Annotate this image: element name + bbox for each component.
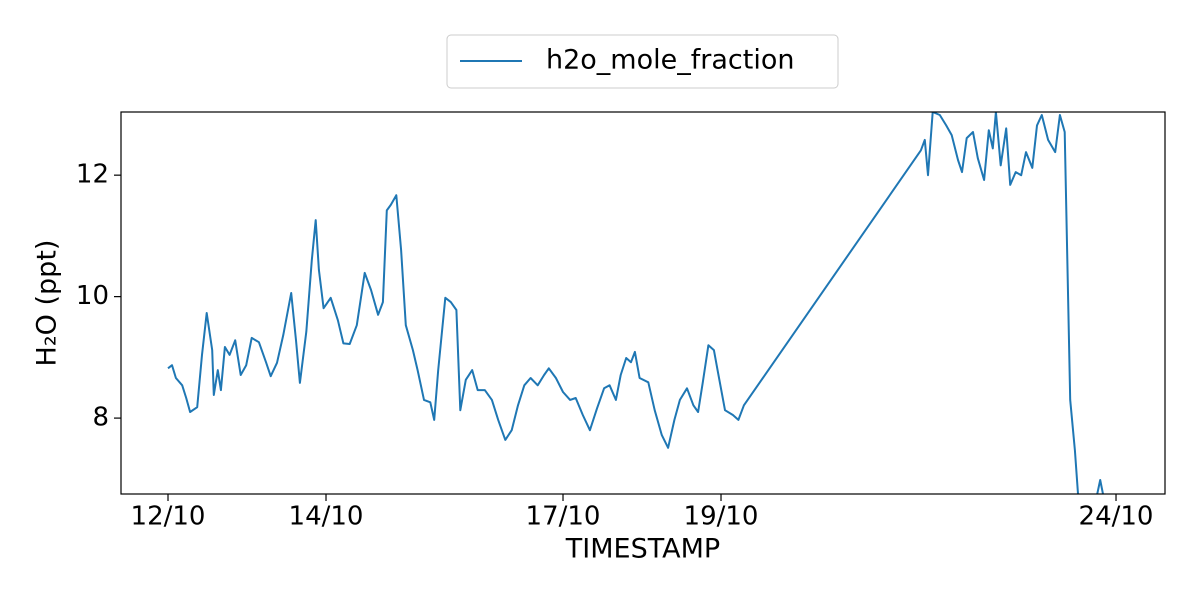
x-axis-label: TIMESTAMP xyxy=(565,534,720,565)
y-axis-label: H₂O (ppt) xyxy=(32,240,63,367)
legend-box xyxy=(446,34,839,89)
y-tick-label: 12 xyxy=(76,160,109,190)
x-tick-label: 19/10 xyxy=(684,502,759,532)
legend-label: h2o_mole_fraction xyxy=(546,45,794,76)
y-tick-label: 8 xyxy=(92,403,109,433)
x-tick-label: 14/10 xyxy=(289,502,364,532)
x-tick-label: 17/10 xyxy=(526,502,601,532)
plot-frame xyxy=(120,111,1166,495)
data-line xyxy=(167,112,1105,494)
x-tick-label: 24/10 xyxy=(1079,502,1154,532)
y-tick-label: 10 xyxy=(76,281,109,311)
plot-area xyxy=(167,112,1105,494)
x-tick-label: 12/10 xyxy=(131,502,206,532)
